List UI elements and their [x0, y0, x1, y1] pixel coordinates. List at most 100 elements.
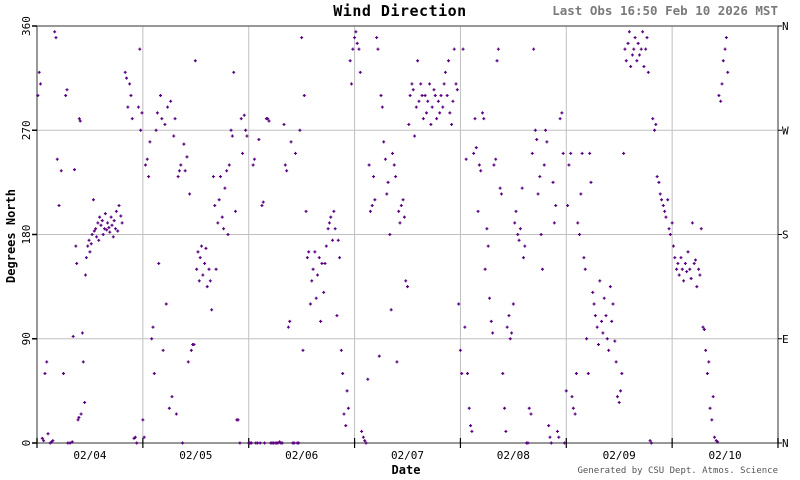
data-point [208, 279, 212, 283]
data-point [163, 122, 167, 126]
data-point [470, 429, 474, 433]
data-point [135, 441, 139, 445]
data-point [366, 377, 370, 381]
data-point [297, 441, 301, 445]
data-point [167, 406, 171, 410]
data-point [620, 372, 624, 375]
data-point [626, 41, 630, 45]
data-point [504, 429, 508, 433]
data-point [241, 151, 245, 155]
data-point [90, 233, 94, 236]
data-point [45, 360, 49, 364]
data-point [316, 273, 320, 277]
data-point [619, 389, 623, 393]
data-point [417, 99, 421, 103]
data-point [411, 88, 415, 92]
data-point [39, 82, 43, 86]
compass-tick-label: N [782, 20, 789, 33]
data-point [580, 151, 584, 155]
data-point [302, 94, 306, 97]
data-point [332, 209, 336, 213]
data-point [613, 339, 617, 343]
data-point [601, 331, 605, 335]
data-point [336, 238, 340, 242]
data-point [83, 400, 87, 404]
data-point [37, 70, 41, 74]
data-point [447, 59, 451, 63]
data-point [346, 406, 350, 410]
data-point [560, 111, 564, 115]
data-point [327, 221, 331, 225]
data-point [282, 122, 286, 126]
compass-tick-label: S [782, 229, 789, 242]
data-point [649, 441, 653, 445]
data-point [84, 256, 88, 260]
data-point [314, 296, 318, 300]
data-point [139, 128, 143, 132]
data-point [448, 111, 452, 115]
data-point [322, 290, 326, 294]
compass-tick-label: W [782, 124, 789, 137]
data-point [570, 395, 574, 399]
data-point [414, 105, 418, 109]
data-point [319, 319, 323, 323]
data-point [596, 343, 600, 347]
data-point [516, 233, 520, 236]
data-point [323, 261, 327, 265]
data-point [408, 94, 412, 97]
data-point [505, 325, 509, 329]
data-point [683, 261, 687, 265]
data-point [544, 128, 548, 132]
data-point [702, 327, 706, 331]
data-point [205, 285, 209, 289]
data-point [65, 88, 69, 92]
data-point [663, 209, 667, 213]
data-point [260, 204, 264, 208]
data-point [608, 285, 612, 289]
data-point [114, 209, 118, 213]
data-point [211, 175, 215, 179]
data-point [100, 219, 104, 223]
data-point [592, 302, 596, 306]
data-point [632, 47, 636, 51]
data-point [668, 233, 672, 236]
data-point [586, 372, 590, 375]
data-point [441, 105, 445, 109]
data-point [119, 214, 123, 218]
data-point [540, 267, 544, 271]
data-point [514, 209, 518, 213]
data-point [503, 406, 507, 410]
data-point [258, 441, 262, 445]
data-point [694, 258, 698, 262]
data-point [107, 226, 111, 230]
data-point [439, 94, 443, 97]
data-point [636, 41, 640, 45]
data-point [697, 267, 701, 271]
data-point [420, 94, 424, 97]
data-point [245, 134, 249, 138]
data-points [36, 30, 730, 445]
data-point [42, 439, 46, 443]
data-point [465, 372, 469, 375]
data-point [329, 215, 333, 219]
data-point [133, 435, 137, 439]
data-point [331, 238, 335, 242]
data-point [532, 47, 536, 51]
data-point [558, 117, 562, 121]
data-point [563, 441, 567, 445]
data-point [377, 354, 381, 358]
x-tick-label: 02/07 [391, 449, 424, 462]
data-point [395, 360, 399, 364]
data-point [692, 261, 696, 265]
data-point [686, 250, 690, 254]
x-tick-label: 02/10 [709, 449, 742, 462]
data-point [123, 70, 127, 74]
data-point [496, 47, 500, 51]
data-point [386, 180, 390, 184]
data-point [360, 429, 364, 433]
data-point [177, 169, 181, 173]
data-point [320, 261, 324, 265]
data-point [483, 267, 487, 271]
data-point [676, 261, 680, 265]
last-observation-timestamp: Last Obs 16:50 Feb 10 2026 MST [552, 3, 778, 18]
